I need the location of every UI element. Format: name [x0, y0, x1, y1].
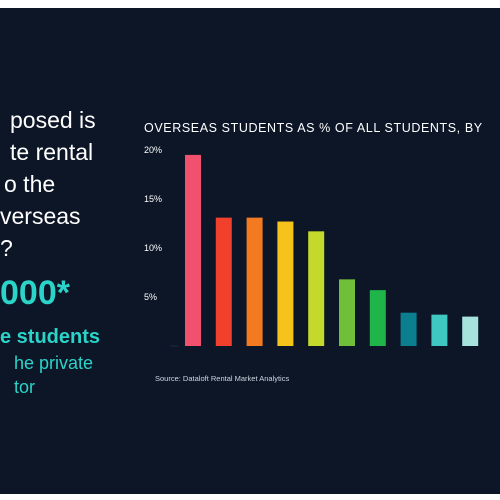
bar-10: [462, 316, 479, 346]
y-tick-label: 5%: [144, 292, 157, 302]
bar-8: [400, 312, 417, 346]
headline-line-2: te rental: [10, 139, 94, 165]
headline-line-5: ?: [0, 235, 13, 261]
headline-line-1: posed is: [10, 107, 96, 133]
bar-2: [215, 217, 232, 346]
chart-source: Source: Dataloft Rental Market Analytics: [155, 374, 290, 383]
y-tick-label: 20%: [144, 145, 162, 155]
bar-1: [185, 154, 201, 346]
subtext-line-3: tor: [14, 377, 36, 397]
big-number: 000*: [0, 274, 70, 312]
bar-9: [431, 314, 448, 346]
chart-title: OVERSEAS STUDENTS AS % OF ALL STUDENTS, …: [144, 121, 483, 135]
y-tick-label: 10%: [144, 243, 162, 253]
headline-question: posed is te rental o the verseas ?: [0, 104, 96, 264]
bar-4: [277, 221, 294, 346]
bar-6: [339, 279, 355, 346]
infographic-panel: posed is te rental o the verseas ? 000* …: [0, 8, 500, 494]
bar-3: [246, 217, 263, 346]
y-tick-label: 15%: [144, 194, 162, 204]
bar-7: [369, 290, 386, 346]
headline-line-3: o the: [4, 171, 56, 197]
headline-line-4: verseas: [0, 203, 81, 229]
subtext-line-2: he private: [14, 353, 94, 373]
bar-5: [308, 231, 325, 346]
subtext-line-1: e students: [0, 326, 101, 348]
